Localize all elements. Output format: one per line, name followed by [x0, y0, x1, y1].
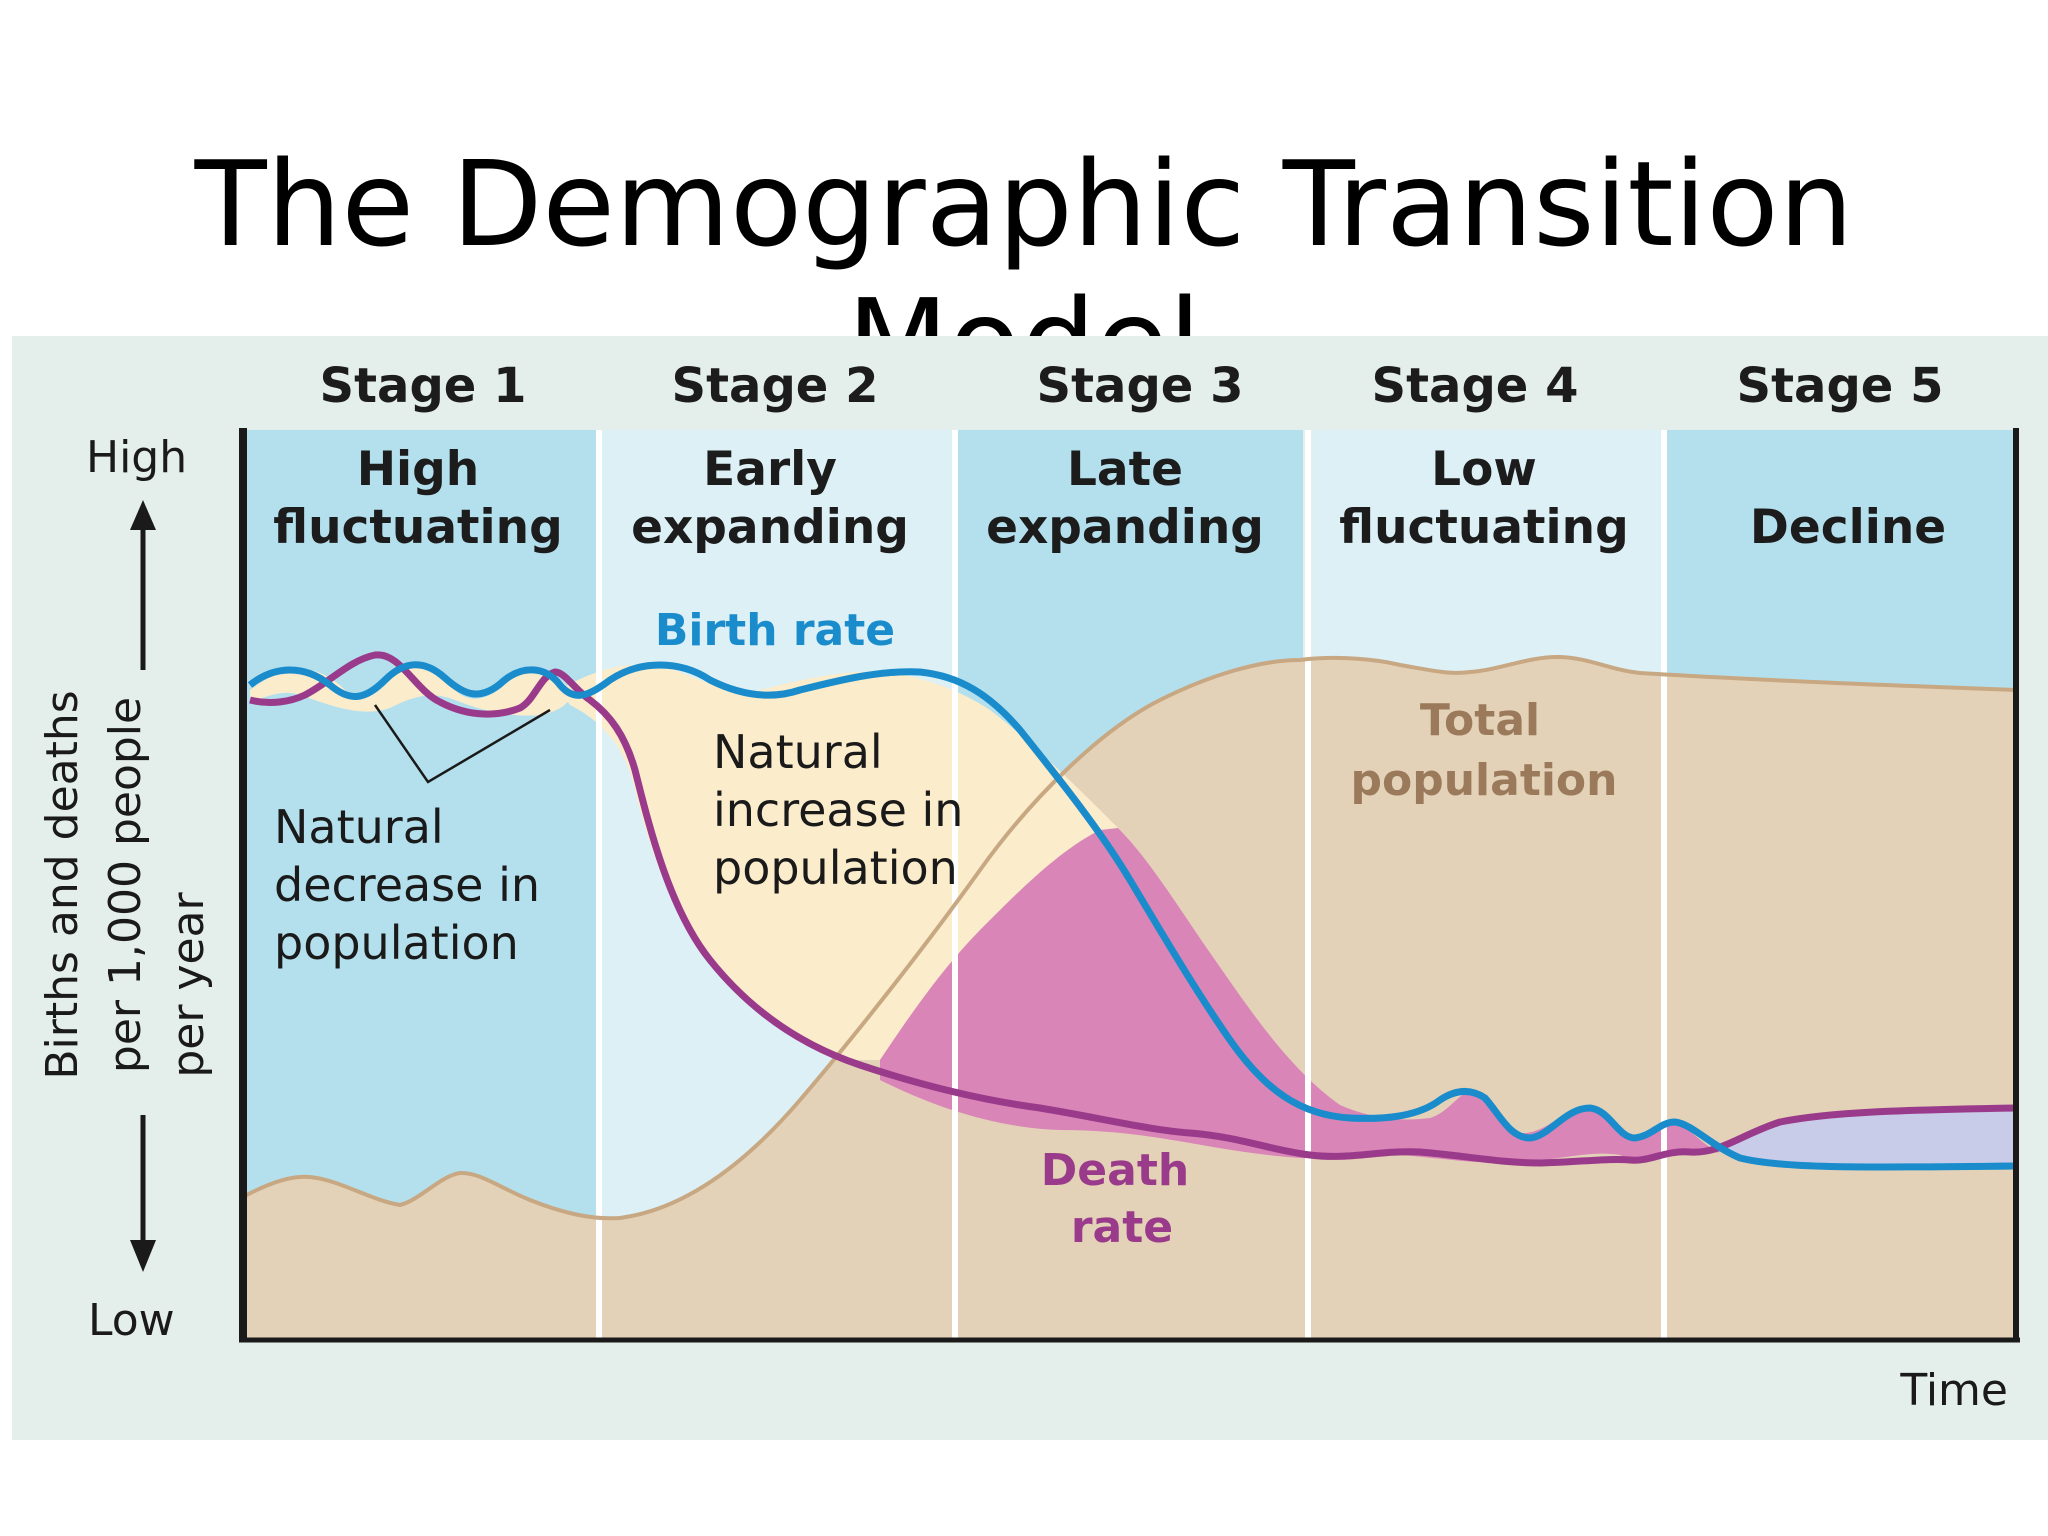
stage-4-label: Stage 4: [1372, 358, 1579, 414]
stage-3-label: Stage 3: [1037, 358, 1244, 414]
y-high-label: High: [86, 432, 187, 483]
stage-5-gap-area: [1720, 1110, 2016, 1170]
stage-1-name-line-1: High: [357, 442, 480, 497]
natural-increase-area: [560, 664, 1120, 1060]
stage-2-name-line-1: Early: [703, 442, 837, 497]
natural-increase-line-2: increase in: [713, 783, 963, 837]
y-down-arrow-head-icon: [130, 1240, 156, 1272]
stage-1-label: Stage 1: [320, 358, 527, 414]
natural-decrease-line-2: decrease in: [274, 858, 540, 912]
y-axis-title-line-2: per 1,000 people: [100, 697, 151, 1073]
stage-4-name-line-2: fluctuating: [1339, 500, 1628, 555]
x-axis-label: Time: [1899, 1365, 2008, 1416]
stage-5-label: Stage 5: [1737, 358, 1944, 414]
total-population-label-line-1: Total: [1420, 695, 1540, 746]
stage-1-name-line-2: fluctuating: [273, 500, 562, 555]
natural-decrease-pointer: [373, 704, 551, 784]
stage-2-name-line-2: expanding: [631, 500, 909, 555]
y-up-arrow-head-icon: [130, 500, 156, 530]
stage-3-name-line-1: Late: [1067, 442, 1183, 497]
natural-decrease-line-3: population: [274, 916, 519, 970]
stage-5-name-line-2: Decline: [1750, 500, 1946, 555]
y-low-label: Low: [88, 1295, 175, 1346]
natural-decrease-line-1: Natural: [274, 800, 444, 854]
death-rate-label-line-1: Death: [1041, 1145, 1189, 1196]
birth-rate-label: Birth rate: [655, 605, 895, 656]
stage-2-label: Stage 2: [672, 358, 879, 414]
natural-increase-pink-area: [880, 828, 1720, 1163]
total-population-label-line-2: population: [1351, 755, 1618, 806]
birth-rate-line: [247, 661, 2017, 1171]
y-axis-title: Births and deaths per 1,000 people per y…: [37, 690, 214, 1079]
y-axis-title-line-3: per year: [163, 891, 214, 1077]
y-axis-title-line-1: Births and deaths: [37, 690, 88, 1079]
death-rate-label-line-2: rate: [1071, 1202, 1173, 1253]
stage-3-name-line-2: expanding: [986, 500, 1264, 555]
stage-1-fluctuation-area: [250, 663, 571, 716]
stage-4-name-line-1: Low: [1431, 442, 1537, 497]
death-rate-line: [249, 651, 2017, 1167]
natural-increase-line-3: population: [713, 841, 958, 895]
natural-increase-line-1: Natural: [713, 725, 883, 779]
total-population-line: [242, 654, 2017, 1221]
